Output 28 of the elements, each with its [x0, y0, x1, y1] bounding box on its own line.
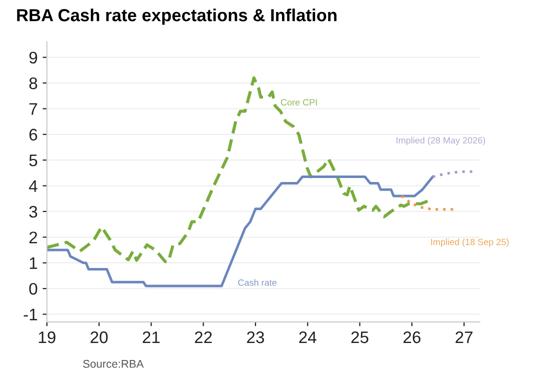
- y-tick-label: 0: [29, 282, 38, 295]
- y-tick-label: 2: [29, 232, 38, 244]
- y-tick-label: 3: [29, 206, 38, 218]
- y-tick-label: 9: [29, 52, 38, 64]
- series-label: Cash rate: [238, 279, 276, 286]
- y-tick-label: 5: [29, 154, 38, 166]
- x-tick-label: 26: [403, 331, 420, 344]
- y-tick-label: 4: [28, 180, 38, 192]
- x-tick-label: 25: [351, 331, 368, 344]
- x-tick-label: 27: [456, 331, 472, 344]
- series-label: Core CPI: [280, 99, 317, 106]
- y-tick-label: 6: [29, 128, 38, 141]
- chart-title: RBA Cash rate expectations & Inflation: [17, 8, 336, 25]
- y-tick-label: 8: [29, 77, 38, 90]
- x-tick-label: 22: [194, 331, 212, 344]
- y-tick-label: -1: [24, 308, 38, 320]
- x-tick-label: 23: [247, 331, 264, 344]
- text: Implied (18 Sep 25): [431, 238, 509, 247]
- line-series: [46, 76, 430, 264]
- y-tick-label: 1: [30, 257, 38, 269]
- x-tick-label: 24: [299, 331, 316, 344]
- x-tick-label: 21: [142, 331, 160, 344]
- source-note: Source:RBA: [83, 360, 144, 368]
- x-tick-label: 20: [90, 331, 108, 344]
- line-series: [400, 194, 455, 211]
- x-tick-label: 19: [38, 331, 56, 344]
- y-tick-label: 7: [29, 103, 38, 115]
- text: Implied (28 May 2026): [396, 136, 486, 146]
